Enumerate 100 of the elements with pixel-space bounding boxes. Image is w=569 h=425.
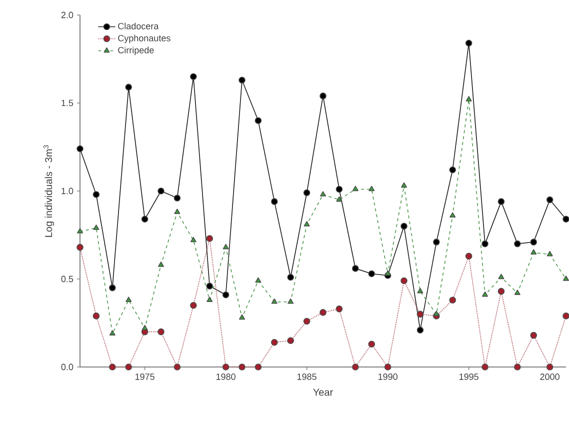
legend-label: Cirripede <box>118 46 154 56</box>
point <box>546 364 554 370</box>
x-tick-label: 1975 <box>135 374 154 380</box>
point <box>433 238 440 246</box>
point <box>352 364 359 370</box>
point <box>433 310 440 316</box>
point <box>514 240 521 248</box>
point <box>271 198 278 205</box>
point <box>109 364 116 370</box>
x-tick-label: 1985 <box>297 374 316 380</box>
point <box>238 76 246 84</box>
point <box>482 240 488 248</box>
y-tick-label: 2.0 <box>61 12 74 18</box>
point <box>158 262 164 267</box>
point <box>287 274 294 281</box>
point <box>530 249 537 254</box>
point <box>320 309 326 316</box>
point <box>141 216 148 223</box>
point <box>238 364 246 370</box>
point <box>287 337 294 344</box>
point <box>126 296 132 302</box>
point <box>320 92 326 100</box>
point <box>255 277 262 283</box>
point <box>514 364 521 370</box>
point <box>546 196 554 204</box>
point <box>109 330 116 336</box>
point <box>449 296 456 304</box>
x-tick-label: 1990 <box>378 374 398 380</box>
point <box>482 291 488 297</box>
point <box>449 166 456 174</box>
point <box>158 328 164 336</box>
point <box>93 224 100 230</box>
point <box>288 298 294 304</box>
x-tick-label: 2000 <box>540 374 560 380</box>
point <box>174 364 181 370</box>
point <box>368 186 375 192</box>
point <box>125 364 132 370</box>
point <box>254 364 262 370</box>
point <box>76 145 84 152</box>
point <box>76 244 84 251</box>
point <box>271 298 278 304</box>
y-tick-label: 0.0 <box>61 364 74 370</box>
point <box>465 252 472 260</box>
point <box>174 194 181 202</box>
point <box>514 290 520 295</box>
point <box>174 208 180 214</box>
point <box>465 40 472 47</box>
point <box>304 221 310 226</box>
point <box>498 274 504 280</box>
point <box>416 310 424 318</box>
point <box>498 198 505 205</box>
x-tick-label: 1995 <box>459 374 478 380</box>
point <box>320 191 326 196</box>
point <box>92 191 100 198</box>
point <box>125 84 132 91</box>
y-tick-label: 1.5 <box>62 100 74 106</box>
point <box>352 265 359 272</box>
point <box>222 291 230 298</box>
x-axis-title: Year <box>313 388 333 396</box>
point <box>303 189 310 196</box>
point <box>530 332 538 339</box>
point <box>109 284 116 292</box>
point <box>92 312 100 320</box>
point <box>142 324 148 330</box>
point <box>206 235 214 242</box>
point <box>336 306 343 312</box>
point <box>336 196 342 202</box>
point <box>530 238 538 246</box>
y-tick-label: 1.0 <box>62 188 74 194</box>
y-tick-label: 0.5 <box>61 276 74 282</box>
point <box>498 288 505 295</box>
legend-label: Cyphonautes <box>118 34 170 44</box>
point <box>400 222 408 230</box>
point <box>417 288 424 294</box>
point <box>206 282 214 290</box>
point <box>77 228 83 234</box>
point <box>239 314 246 320</box>
point <box>368 270 376 278</box>
point <box>401 182 408 188</box>
point <box>336 186 343 193</box>
point <box>190 236 196 242</box>
point <box>222 244 229 250</box>
point <box>368 340 376 348</box>
point <box>384 270 391 276</box>
point <box>450 212 456 218</box>
point <box>416 326 424 334</box>
point <box>352 186 358 192</box>
point <box>466 96 472 102</box>
point <box>303 318 310 325</box>
y-axis-title: Log individuals - 3m$^{3}$ <box>44 145 54 237</box>
point <box>546 250 553 256</box>
point <box>400 277 408 284</box>
x-tick-label: 1980 <box>216 374 236 380</box>
point <box>482 364 488 370</box>
point <box>254 117 262 124</box>
point <box>384 364 392 370</box>
point <box>271 338 278 346</box>
point <box>158 188 164 194</box>
point <box>206 296 213 302</box>
point <box>190 73 197 80</box>
